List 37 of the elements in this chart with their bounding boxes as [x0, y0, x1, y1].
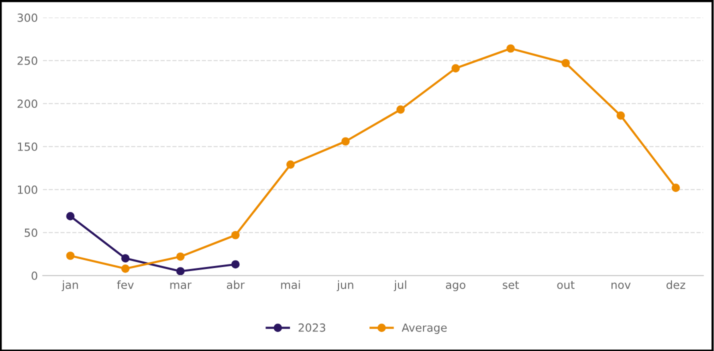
- x-tick-label: jul: [394, 280, 406, 292]
- x-tick-label: mai: [281, 280, 300, 289]
- x-tick-label: dez: [666, 280, 686, 289]
- point: [672, 184, 680, 192]
- x-tick-label: fev: [116, 280, 134, 289]
- point: [396, 105, 405, 114]
- point: [66, 212, 75, 220]
- point: [451, 64, 460, 72]
- y-tick-label: 300: [18, 14, 38, 22]
- x-tick-label: nov: [612, 282, 631, 289]
- legend-label: Average: [402, 324, 447, 334]
- y-tick-label: 50: [24, 228, 38, 237]
- legend-label: 2023: [298, 323, 326, 332]
- point: [176, 267, 185, 276]
- point: [286, 160, 295, 169]
- x-tick-label: jun: [336, 280, 354, 292]
- point: [121, 254, 130, 263]
- y-tick-label: 150: [18, 142, 38, 151]
- y-tick-label: 200: [18, 100, 38, 108]
- x-tick-label: out: [557, 281, 575, 289]
- point: [616, 111, 625, 120]
- y-tick-label: 100: [18, 186, 38, 194]
- x-tick-label: ago: [446, 282, 466, 292]
- x-tick-label: mar: [170, 282, 192, 289]
- y-tick-label: 0: [32, 272, 38, 280]
- point: [176, 252, 185, 261]
- point: [341, 137, 350, 146]
- point: [562, 58, 570, 68]
- x-tick-label: set: [502, 281, 519, 289]
- point: [66, 252, 75, 260]
- y-tick-label: 250: [18, 56, 38, 65]
- point: [121, 264, 130, 273]
- point: [231, 260, 240, 269]
- x-tick-label: abr: [226, 280, 245, 289]
- point: [231, 230, 240, 240]
- point: [506, 44, 515, 53]
- x-tick-label: jan: [62, 280, 78, 292]
